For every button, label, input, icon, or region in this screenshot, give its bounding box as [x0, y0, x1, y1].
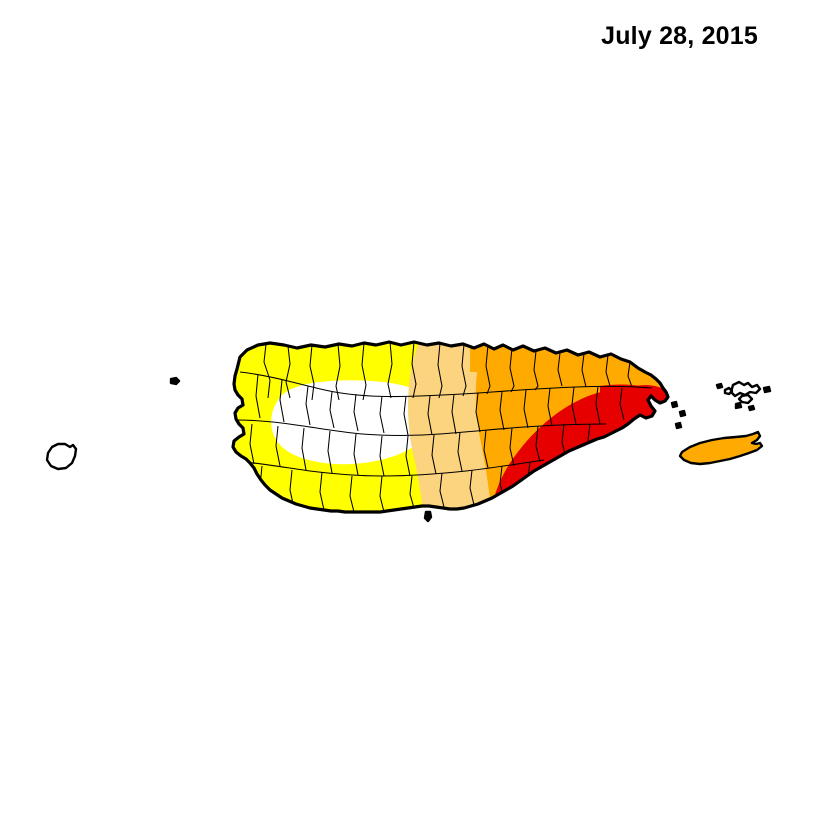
desecheo-island [169, 376, 181, 386]
caja-de-muertos-island [423, 510, 433, 523]
drought-band-none-core [271, 380, 433, 465]
eastern-islets [670, 400, 687, 430]
drought-band-d1-west-edge [408, 342, 445, 512]
map-date-title: July 28, 2015 [601, 22, 758, 50]
municipality-boundaries [235, 342, 653, 512]
culebra-islands [715, 380, 772, 412]
mona-island [45, 442, 78, 471]
drought-band-d2-north-wedge [470, 342, 486, 372]
vieques-island [678, 430, 764, 466]
